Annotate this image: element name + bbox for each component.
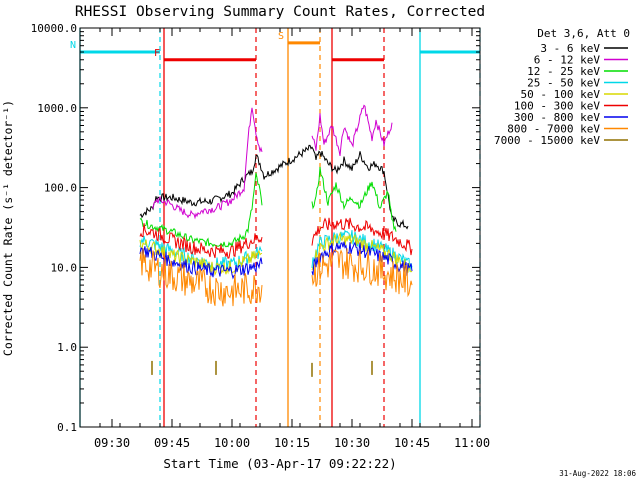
legend-label: 50 - 100 keV [521, 88, 601, 101]
series-line [311, 248, 413, 298]
series-line [311, 166, 397, 232]
x-tick-label: 09:30 [94, 436, 130, 450]
series-line [139, 248, 263, 307]
legend-label: 300 - 800 keV [514, 111, 600, 124]
series-line [139, 223, 263, 259]
series-line [139, 235, 263, 273]
legend-label: 6 - 12 keV [534, 54, 601, 67]
y-tick-label: 10000.0 [31, 22, 77, 35]
legend-label: 3 - 6 keV [540, 42, 600, 55]
legend-title: Det 3,6, Att 0 [537, 27, 630, 40]
annotation-label: N [70, 40, 76, 51]
legend-label: 25 - 50 keV [527, 77, 600, 90]
annotation-bars: N F S [70, 31, 480, 62]
y-tick-label: 0.1 [57, 421, 77, 434]
y-tick-label: 10.0 [51, 261, 78, 274]
series-line [139, 172, 263, 248]
x-tick-label: 10:15 [274, 436, 310, 450]
y-tick-label: 1000.0 [37, 102, 77, 115]
x-tick-label: 11:00 [454, 436, 490, 450]
x-tick-label: 10:30 [334, 436, 370, 450]
x-axis: 09:30 09:45 10:00 10:15 10:30 10:45 11:00 [79, 28, 490, 450]
timestamp: 31-Aug-2022 18:06 [559, 469, 636, 478]
series-line [151, 107, 263, 220]
legend-label: 100 - 300 keV [514, 100, 600, 113]
chart-title: RHESSI Observing Summary Count Rates, Co… [75, 4, 485, 20]
y-tick-label: 100.0 [44, 182, 77, 195]
annotation-label: S [278, 31, 284, 42]
legend-label: 800 - 7000 keV [507, 123, 600, 136]
series-line [139, 144, 409, 230]
legend-label: 7000 - 15000 keV [494, 134, 600, 147]
series-line [311, 241, 413, 276]
x-tick-label: 10:45 [394, 436, 430, 450]
annotation-label: F [154, 48, 160, 59]
y-axis: 0.1 1.0 10.0 100.0 1000.0 10000.0 [31, 22, 480, 434]
series-line [311, 104, 393, 156]
series-line [311, 217, 413, 256]
legend-label: 12 - 25 keV [527, 65, 600, 78]
series-group [139, 104, 413, 377]
series-line [311, 231, 413, 273]
y-tick-label: 1.0 [57, 341, 77, 354]
y-axis-label: Corrected Count Rate (s⁻¹ detector⁻¹) [1, 100, 15, 356]
x-axis-label: Start Time (03-Apr-17 09:22:22) [163, 456, 396, 471]
x-tick-label: 10:00 [214, 436, 250, 450]
x-tick-label: 09:45 [154, 436, 190, 450]
